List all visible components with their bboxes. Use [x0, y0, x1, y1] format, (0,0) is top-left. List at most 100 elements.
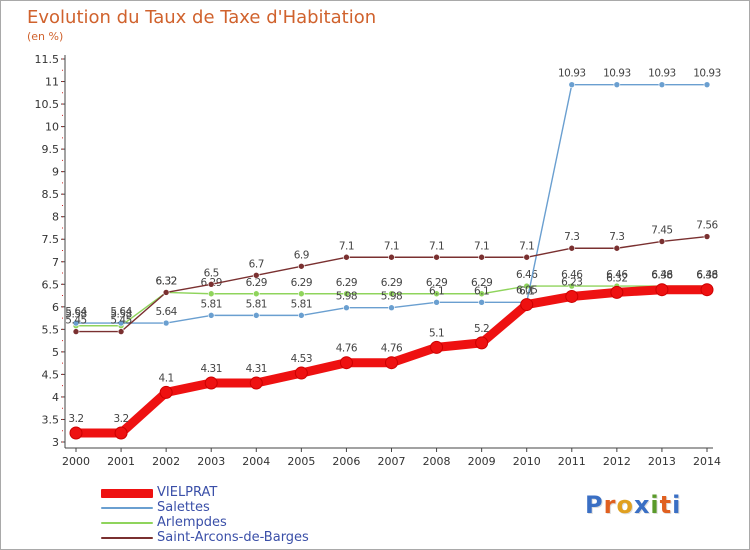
data-point — [114, 426, 128, 440]
data-point — [252, 312, 260, 319]
y-tick-label: 8 — [52, 211, 59, 224]
data-label: 3.2 — [68, 413, 83, 425]
legend-label: Salettes — [157, 500, 210, 515]
data-point — [207, 290, 215, 298]
data-point — [162, 319, 170, 327]
data-label: 10.93 — [558, 68, 586, 80]
x-tick-label: 2000 — [62, 455, 90, 468]
x-tick-label: 2001 — [107, 455, 135, 468]
data-point — [433, 253, 440, 261]
data-point — [658, 81, 666, 88]
y-tick-label: 9 — [52, 166, 59, 179]
data-point — [207, 312, 215, 319]
data-point — [388, 304, 395, 312]
data-label: 6.46 — [651, 269, 673, 281]
x-tick-label: 2010 — [513, 455, 541, 468]
data-point — [520, 298, 534, 312]
data-label: 6.29 — [246, 277, 267, 289]
x-tick-label: 2006 — [332, 455, 360, 468]
data-label: 5.64 — [155, 306, 177, 318]
data-label: 5.58 — [110, 309, 131, 321]
data-point — [343, 253, 350, 261]
data-label: 5.2 — [474, 323, 489, 335]
x-tick-label: 2012 — [603, 455, 631, 468]
data-label: 4.53 — [291, 353, 312, 365]
data-label: 6.29 — [471, 277, 492, 289]
logo-letter: P — [585, 491, 604, 519]
data-label: 6.9 — [294, 249, 309, 261]
chart-title: Evolution du Taux de Taxe d'Habitation — [27, 7, 377, 28]
proxiti-logo[interactable]: Proxiti — [585, 491, 681, 519]
y-tick-label: 8.5 — [42, 188, 60, 201]
y-tick-label: 3.5 — [42, 413, 60, 426]
data-point — [613, 244, 621, 252]
data-label: 5.98 — [336, 291, 357, 303]
data-point — [568, 282, 576, 290]
x-tick-label: 2009 — [468, 455, 496, 468]
data-point — [339, 356, 353, 370]
data-label: 7.3 — [564, 231, 579, 243]
y-tick-label: 6 — [52, 301, 59, 314]
data-label: 7.1 — [429, 240, 444, 252]
data-label: 6.32 — [155, 275, 176, 287]
data-label: 5.81 — [291, 298, 312, 310]
data-label: 6.29 — [426, 277, 447, 289]
data-label: 3.2 — [113, 413, 128, 425]
data-label: 6.38 — [651, 270, 672, 282]
legend-label: Saint-Arcons-de-Barges — [157, 530, 309, 545]
x-tick-label: 2005 — [287, 455, 315, 468]
data-label: 5.58 — [65, 309, 86, 321]
data-label: 6.29 — [381, 277, 402, 289]
data-label: 6.38 — [696, 270, 717, 282]
x-tick-label: 2011 — [558, 455, 586, 468]
data-point — [117, 319, 125, 327]
data-label: 6.29 — [336, 277, 357, 289]
data-point — [298, 312, 305, 319]
data-point — [655, 283, 669, 297]
y-tick-label: 9.5 — [42, 143, 60, 156]
y-tick-label: 11 — [45, 76, 59, 89]
data-point — [433, 290, 440, 298]
y-tick-label: 10 — [45, 121, 59, 134]
data-label: 5.81 — [246, 298, 267, 310]
data-label: 6.46 — [561, 269, 583, 281]
y-tick-label: 4 — [52, 391, 59, 404]
y-tick-label: 7 — [52, 256, 59, 269]
data-label: 6.46 — [696, 269, 718, 281]
data-label: 6.23 — [561, 276, 582, 288]
data-label: 6.29 — [291, 277, 312, 289]
data-point — [703, 233, 711, 240]
data-point — [610, 285, 624, 299]
data-label: 7.1 — [519, 240, 534, 252]
data-label: 7.1 — [339, 240, 354, 252]
y-tick-label: 7.5 — [42, 233, 60, 246]
data-point — [568, 244, 576, 252]
legend-swatch-vielprat — [101, 489, 153, 498]
y-tick-label: 10.5 — [35, 98, 60, 111]
x-tick-label: 2003 — [197, 455, 225, 468]
logo-letter: t — [659, 491, 673, 519]
data-label: 6.5 — [204, 267, 219, 279]
data-point — [252, 271, 260, 279]
data-point — [69, 426, 83, 440]
data-label: 6.1 — [429, 285, 444, 297]
data-point — [700, 283, 714, 297]
data-point — [565, 289, 579, 303]
data-point — [478, 290, 485, 298]
x-tick-label: 2008 — [423, 455, 451, 468]
data-label: 6.46 — [606, 269, 628, 281]
data-label: 5.98 — [381, 291, 402, 303]
y-tick-label: 6.5 — [42, 278, 60, 291]
chart-unit: (en %) — [27, 30, 64, 43]
data-point — [523, 253, 531, 261]
data-point — [388, 290, 395, 298]
logo-letter: i — [650, 491, 660, 519]
data-point — [207, 280, 215, 288]
data-label: 5.1 — [429, 327, 444, 339]
data-point — [252, 290, 260, 298]
data-label: 6.1 — [519, 285, 534, 297]
data-point — [294, 366, 308, 380]
data-label: 4.76 — [336, 343, 358, 355]
